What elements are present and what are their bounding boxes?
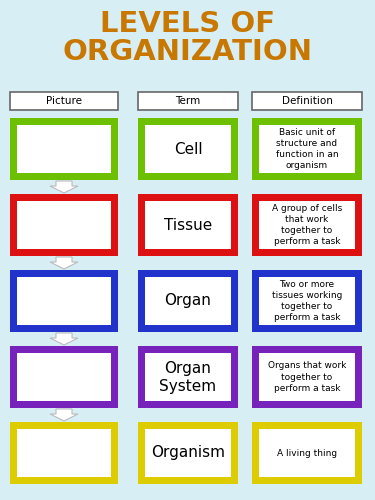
Text: A group of cells
that work
together to
perform a task: A group of cells that work together to p… xyxy=(272,204,342,246)
Ellipse shape xyxy=(45,218,98,242)
Text: Tissue: Tissue xyxy=(164,218,212,232)
Bar xyxy=(10,346,118,408)
Bar xyxy=(138,92,238,110)
Bar xyxy=(252,346,362,408)
Bar xyxy=(10,118,118,180)
Ellipse shape xyxy=(33,132,96,166)
Bar xyxy=(259,353,355,401)
Text: LEVELS OF: LEVELS OF xyxy=(100,10,275,38)
Bar xyxy=(145,429,231,477)
Bar xyxy=(10,270,118,332)
Text: Two or more
tissues working
together to
perform a task: Two or more tissues working together to … xyxy=(272,280,342,322)
Bar xyxy=(252,270,362,332)
FancyArrow shape xyxy=(50,333,78,345)
FancyArrow shape xyxy=(50,181,78,193)
Bar xyxy=(145,353,231,401)
Polygon shape xyxy=(36,282,90,319)
Bar xyxy=(138,346,238,408)
Text: A living thing: A living thing xyxy=(277,448,337,458)
Text: Organ: Organ xyxy=(165,294,211,308)
Bar xyxy=(138,194,238,256)
Bar xyxy=(17,277,111,325)
Bar xyxy=(145,201,231,249)
Bar xyxy=(17,125,111,173)
Text: Cell: Cell xyxy=(174,142,202,156)
Bar xyxy=(259,125,355,173)
Bar xyxy=(259,277,355,325)
Text: Definition: Definition xyxy=(282,96,332,106)
Bar xyxy=(10,194,118,256)
FancyArrow shape xyxy=(50,409,78,421)
Bar xyxy=(138,422,238,484)
Bar xyxy=(17,429,111,477)
Bar xyxy=(252,92,362,110)
Text: Organs that work
together to
perform a task: Organs that work together to perform a t… xyxy=(268,362,346,392)
Bar xyxy=(252,194,362,256)
Bar xyxy=(252,118,362,180)
Bar xyxy=(138,270,238,332)
Bar xyxy=(259,429,355,477)
Ellipse shape xyxy=(28,208,82,232)
Text: ORGANIZATION: ORGANIZATION xyxy=(63,38,312,66)
Circle shape xyxy=(64,434,73,442)
Text: Organ
System: Organ System xyxy=(159,360,217,394)
Bar xyxy=(259,201,355,249)
Bar xyxy=(17,353,111,401)
Bar xyxy=(10,92,118,110)
Bar xyxy=(145,277,231,325)
Text: Picture: Picture xyxy=(46,96,82,106)
Text: Term: Term xyxy=(176,96,201,106)
Bar xyxy=(138,118,238,180)
Bar xyxy=(145,125,231,173)
Bar xyxy=(10,422,118,484)
Text: Organism: Organism xyxy=(151,446,225,460)
Text: Basic unit of
structure and
function in an
organism: Basic unit of structure and function in … xyxy=(276,128,338,170)
FancyArrow shape xyxy=(50,257,78,269)
Bar xyxy=(252,422,362,484)
Bar xyxy=(17,201,111,249)
